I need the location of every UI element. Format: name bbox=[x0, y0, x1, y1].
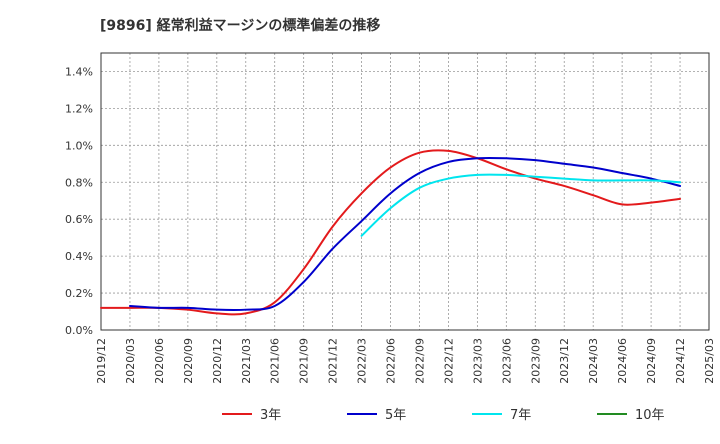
series-line bbox=[100, 149, 682, 316]
x-tick-label: 2020/06 bbox=[153, 338, 166, 384]
x-tick-label: 2022/09 bbox=[413, 338, 426, 384]
series-layer bbox=[100, 149, 682, 316]
x-tick-label: 2023/06 bbox=[500, 338, 513, 384]
x-tick-label: 2022/03 bbox=[356, 338, 369, 384]
y-tick-label: 1.4% bbox=[65, 65, 93, 78]
x-tick-label: 2024/12 bbox=[674, 338, 687, 384]
y-tick-label: 0.6% bbox=[65, 213, 93, 226]
x-tick-label: 2020/03 bbox=[124, 338, 137, 384]
x-tick-label: 2023/12 bbox=[558, 338, 571, 384]
grid-layer bbox=[101, 53, 709, 330]
y-tick-label: 0.2% bbox=[65, 287, 93, 300]
x-tick-label: 2021/09 bbox=[298, 338, 311, 384]
x-tick-label: 2020/09 bbox=[182, 338, 195, 384]
x-tick-label: 2024/03 bbox=[587, 338, 600, 384]
legend: 3年 5年 7年 10年 bbox=[222, 408, 665, 423]
legend-label: 10年 bbox=[635, 408, 665, 423]
y-tick-label: 0.8% bbox=[65, 176, 93, 189]
series-line bbox=[128, 156, 682, 312]
x-tick-label: 2021/03 bbox=[240, 338, 253, 384]
x-tick-label: 2024/06 bbox=[616, 338, 629, 384]
y-axis: 0.0% 0.2% 0.4% 0.6% 0.8% 1.0% 1.2% 1.4% bbox=[65, 65, 93, 337]
legend-label: 3年 bbox=[260, 408, 281, 423]
chart-title: [9896] 経常利益マージンの標準偏差の推移 bbox=[100, 17, 380, 34]
x-tick-label: 2023/09 bbox=[529, 338, 542, 384]
x-tick-label: 2025/03 bbox=[703, 338, 716, 384]
x-tick-label: 2021/12 bbox=[327, 338, 340, 384]
plot-frame bbox=[100, 52, 710, 331]
y-tick-label: 0.0% bbox=[65, 324, 93, 337]
x-tick-label: 2024/09 bbox=[645, 338, 658, 384]
x-tick-label: 2021/06 bbox=[269, 338, 282, 384]
x-tick-label: 2022/06 bbox=[385, 338, 398, 384]
x-tick-label: 2022/12 bbox=[442, 338, 455, 384]
y-tick-label: 0.4% bbox=[65, 250, 93, 263]
x-tick-label: 2020/12 bbox=[211, 338, 224, 384]
x-tick-label: 2019/12 bbox=[95, 338, 108, 384]
y-tick-label: 1.2% bbox=[65, 102, 93, 115]
legend-label: 5年 bbox=[385, 408, 406, 423]
x-axis: 2019/12 2020/03 2020/06 2020/09 2020/12 2021/… bbox=[95, 338, 716, 384]
legend-label: 7年 bbox=[510, 408, 531, 423]
y-tick-label: 1.0% bbox=[65, 139, 93, 152]
x-tick-label: 2023/03 bbox=[471, 338, 484, 384]
series-line bbox=[360, 173, 682, 237]
